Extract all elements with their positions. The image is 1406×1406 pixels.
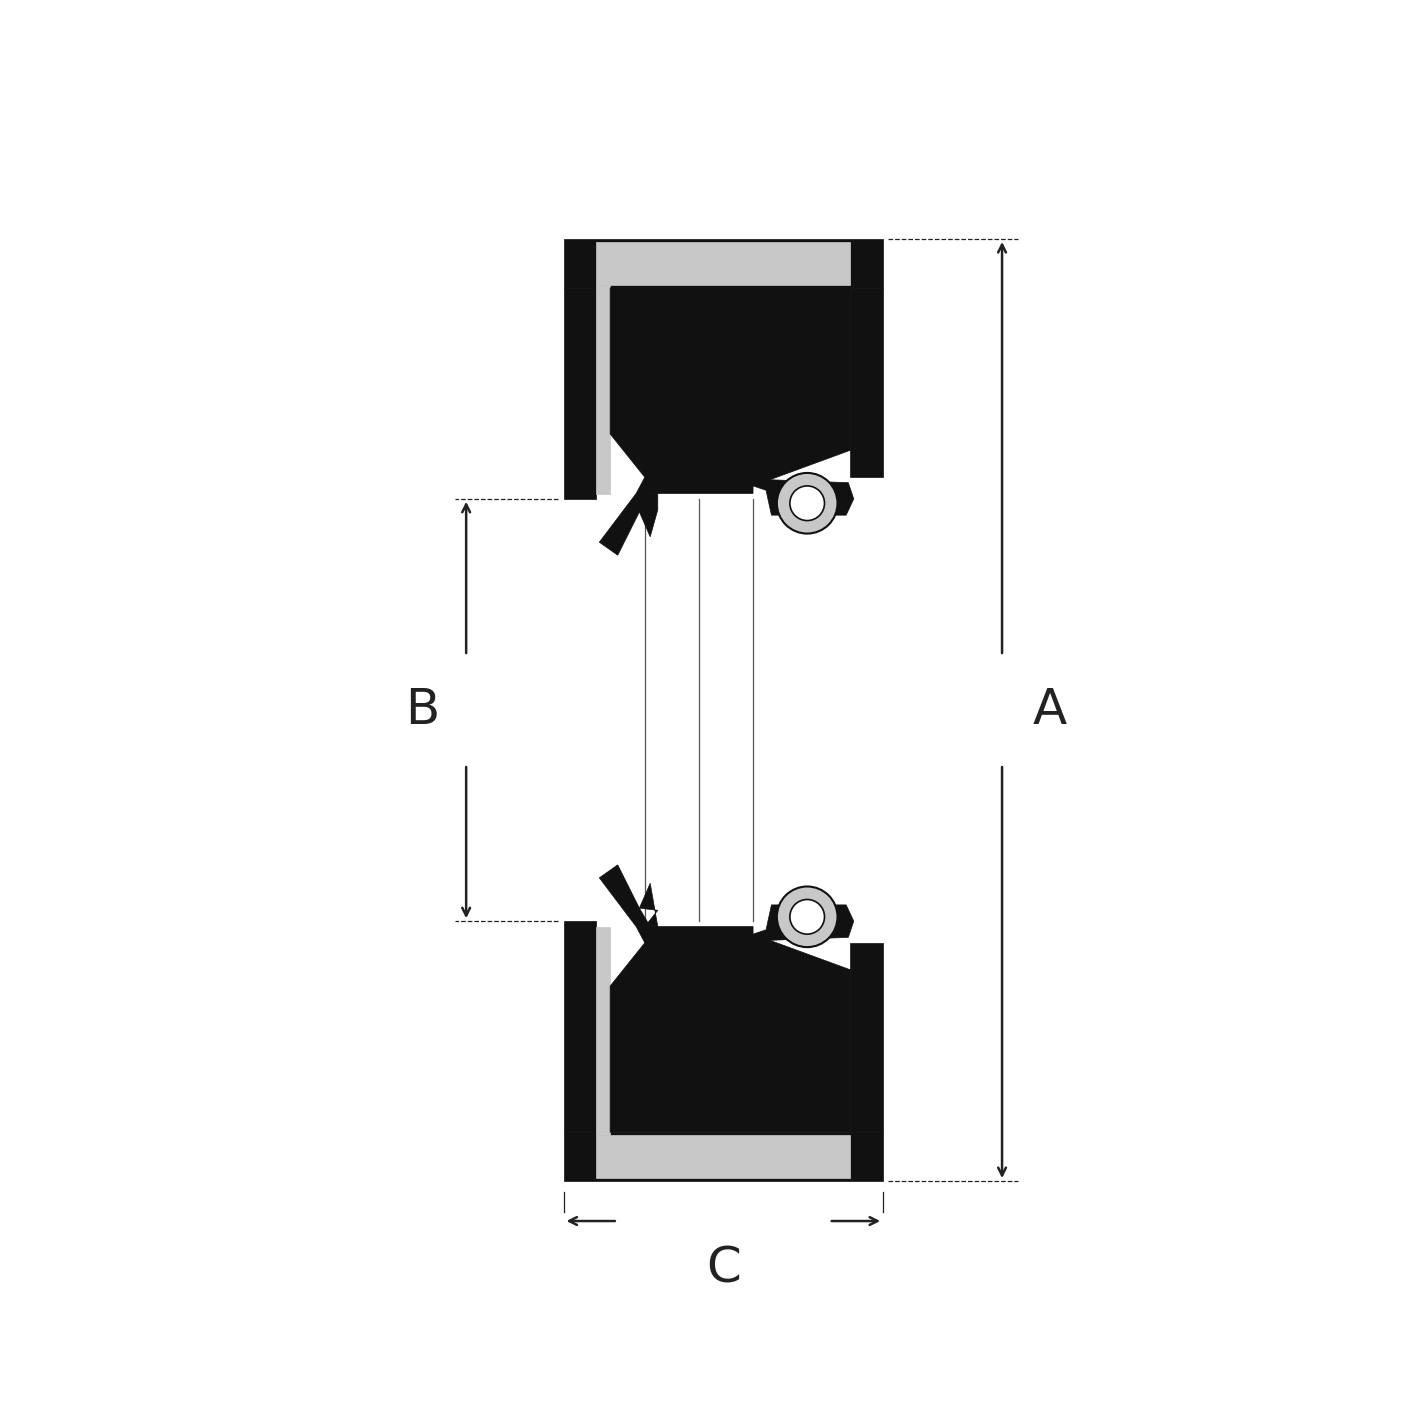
Polygon shape [754,479,853,515]
Polygon shape [599,865,650,943]
Polygon shape [851,288,883,477]
Polygon shape [596,284,610,494]
Polygon shape [610,288,851,494]
Circle shape [778,472,838,533]
Text: B: B [405,686,439,734]
Text: A: A [1032,686,1067,734]
Polygon shape [564,288,596,499]
Polygon shape [851,943,883,1132]
Polygon shape [754,905,853,941]
Circle shape [790,900,824,934]
Polygon shape [599,477,650,555]
Polygon shape [596,927,610,1136]
Polygon shape [596,1136,851,1178]
Polygon shape [596,242,851,284]
Text: C: C [706,1244,741,1294]
Polygon shape [640,494,658,537]
Polygon shape [564,921,596,1132]
Polygon shape [564,239,883,288]
Circle shape [790,486,824,520]
Polygon shape [640,883,658,927]
Polygon shape [564,1132,883,1181]
Circle shape [778,887,838,948]
Polygon shape [610,927,851,1132]
